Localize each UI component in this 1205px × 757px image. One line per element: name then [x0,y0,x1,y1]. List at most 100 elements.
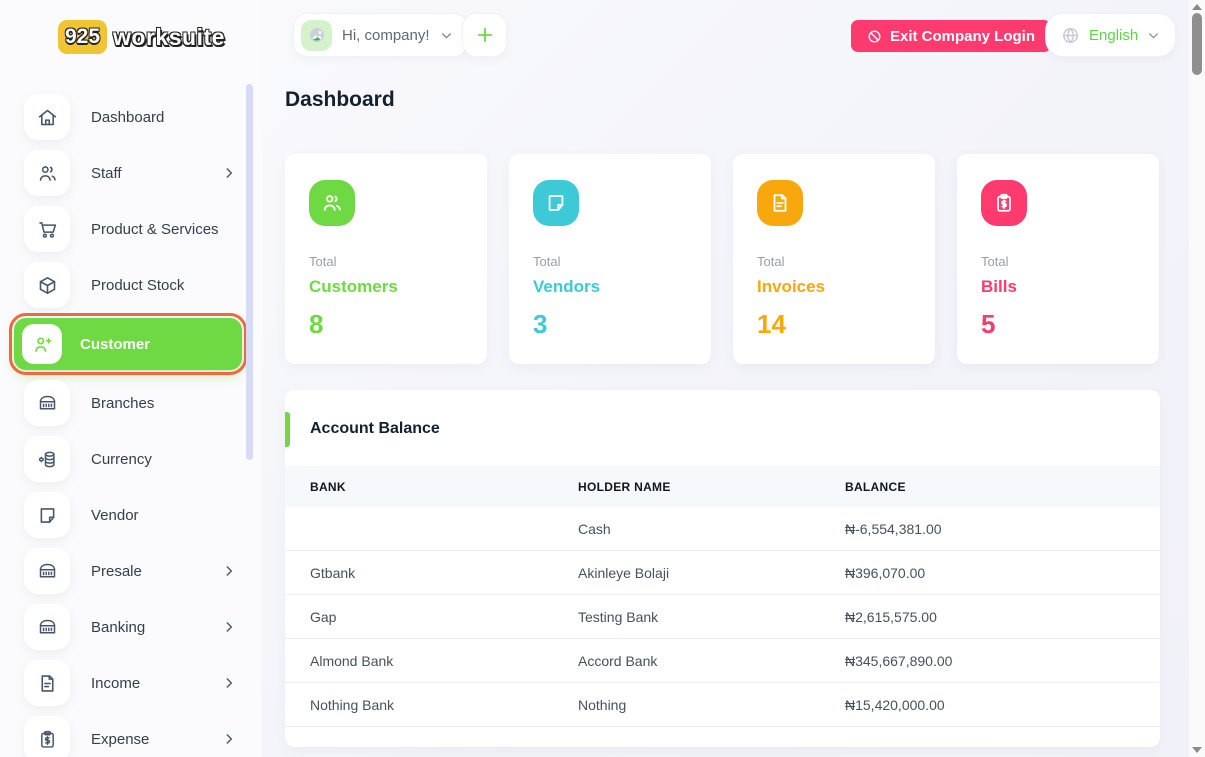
globe-icon [1061,26,1080,45]
sidebar-item-expense[interactable]: Expense [24,716,246,757]
cell-bank: Almond Bank [310,652,394,669]
sidebar-item-label: Vendor [91,506,139,524]
sidebar-scrollbar[interactable] [246,84,253,460]
app-logo[interactable]: 925 worksuite [58,20,225,54]
sidebar-item-label: Currency [91,450,152,468]
table-row: Almond Bank Accord Bank ₦345,667,890.00 [285,639,1160,683]
chevron-right-icon [222,676,236,690]
sidebar-item-label: Income [91,674,141,692]
page-scrollbar[interactable] [1189,0,1205,757]
logo-text: worksuite [113,23,225,50]
stat-label: Total [309,254,337,269]
language-selector[interactable]: English [1045,13,1177,57]
sidebar-item-currency[interactable]: Currency [24,436,246,482]
chevron-right-icon [222,732,236,746]
sidebar-item-label: Product & Services [91,220,219,238]
stat-value: 8 [309,309,324,339]
sidebar-item-branches[interactable]: Branches [24,380,246,426]
sidebar-item-customer[interactable]: Customer [9,313,247,375]
table-row: Gap Testing Bank ₦2,615,575.00 [285,595,1160,639]
add-company-button[interactable] [462,13,507,57]
scroll-up-arrow[interactable] [1192,4,1202,10]
users-icon [309,180,355,226]
stat-label: Total [757,254,785,269]
coins-icon [24,436,70,482]
sidebar: 925 worksuite Dashboard Staff Product & … [0,0,262,757]
file-icon [24,660,70,706]
stat-label: Total [533,254,561,269]
home-icon [24,94,70,140]
scroll-down-arrow[interactable] [1192,747,1202,753]
exit-button-label: Exit Company Login [890,27,1036,45]
stat-value: 3 [533,309,548,339]
column-balance: BALANCE [845,479,906,494]
users-icon [24,150,70,196]
sidebar-nav: Dashboard Staff Product & Services Produ… [0,94,262,757]
sidebar-item-label: Customer [80,335,151,353]
language-label: English [1089,26,1139,44]
cell-holder: Cash [578,520,611,537]
box-icon [24,262,70,308]
table-row: Cash ₦-6,554,381.00 [285,507,1160,551]
stat-name: Vendors [533,277,601,296]
chevron-right-icon [222,620,236,634]
bank-icon [24,604,70,650]
sidebar-item-label: Expense [91,730,150,748]
stat-card-invoices[interactable]: Total Invoices 14 [733,154,935,364]
exit-company-login-button[interactable]: Exit Company Login [851,20,1052,52]
cell-balance: ₦396,070.00 [845,564,926,581]
panel-title: Account Balance [310,420,440,437]
top-header: Hi, company! Exit Company Login English [285,0,1177,70]
stat-card-vendors[interactable]: Total Vendors 3 [509,154,711,364]
sidebar-item-product-services[interactable]: Product & Services [24,206,246,252]
chevron-right-icon [222,564,236,578]
stat-label: Total [981,254,1009,269]
main-content: Dashboard Total Customers 8 Total Vendor… [285,88,1160,747]
stat-value: 14 [757,309,786,339]
sidebar-item-vendor[interactable]: Vendor [24,492,246,538]
panel-accent-bar [285,412,290,447]
cell-holder: Accord Bank [578,652,658,669]
scrollbar-thumb[interactable] [1192,13,1202,75]
account-balance-panel: Account Balance BANK HOLDER NAME BALANCE… [285,390,1160,747]
cell-bank: Gtbank [310,564,356,581]
sidebar-item-label: Product Stock [91,276,185,294]
sidebar-item-label: Banking [91,618,146,636]
sidebar-item-product-stock[interactable]: Product Stock [24,262,246,308]
cell-holder: Akinleye Bolaji [578,564,670,581]
stat-card-customers[interactable]: Total Customers 8 [285,154,487,364]
ban-icon [868,30,881,42]
greeting-text: Hi, company! [342,26,430,44]
chevron-right-icon [222,166,236,180]
sidebar-item-label: Dashboard [91,108,165,126]
cell-holder: Testing Bank [578,608,659,625]
sidebar-item-income[interactable]: Income [24,660,246,706]
stat-name: Customers [309,277,398,296]
cell-balance: ₦-6,554,381.00 [845,520,942,537]
user-plus-icon [22,324,62,364]
stat-name: Bills [981,277,1017,296]
table-row: Nothing Bank Nothing ₦15,420,000.00 [285,683,1160,727]
logo-badge: 925 [58,20,108,54]
cell-bank: Gap [310,608,337,625]
file-icon [757,180,803,226]
chevron-down-icon [440,29,453,42]
sidebar-item-presale[interactable]: Presale [24,548,246,594]
sidebar-item-label: Staff [91,164,122,182]
column-holder-name: HOLDER NAME [578,479,671,494]
stat-card-bills[interactable]: Total Bills 5 [957,154,1159,364]
clipboard-dollar-icon [24,716,70,757]
sidebar-item-banking[interactable]: Banking [24,604,246,650]
stat-value: 5 [981,309,996,339]
chevron-down-icon [1147,29,1160,42]
cell-holder: Nothing [578,696,627,713]
stats-row: Total Customers 8 Total Vendors 3 Total … [285,154,1160,364]
clipboard-dollar-icon [981,180,1027,226]
stat-name: Invoices [757,277,826,296]
bank-icon [24,548,70,594]
user-menu[interactable]: Hi, company! [293,13,468,57]
cell-bank: Nothing Bank [310,696,395,713]
cell-balance: ₦2,615,575.00 [845,608,937,625]
sidebar-item-dashboard[interactable]: Dashboard [24,94,246,140]
sidebar-item-staff[interactable]: Staff [24,150,246,196]
